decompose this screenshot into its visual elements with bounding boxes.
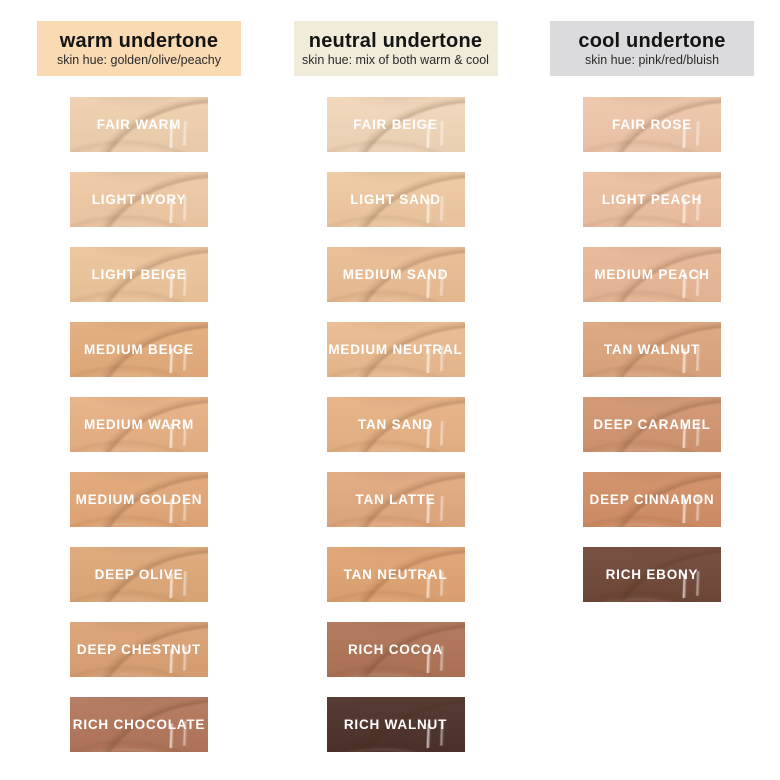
column-cool-undertone: cool undertone skin hue: pink/red/bluish… (550, 21, 754, 780)
swatch-deep-olive: DEEP OLIVE (70, 547, 208, 602)
swatch-deep-cinnamon: DEEP CINNAMON (583, 472, 721, 527)
shade-label: LIGHT IVORY (91, 192, 187, 207)
shade-label: DEEP CARAMEL (593, 417, 711, 432)
shade-label: FAIR BEIGE (353, 117, 438, 132)
swatch-medium-peach: MEDIUM PEACH (583, 247, 721, 302)
swatch-deep-caramel: DEEP CARAMEL (583, 397, 721, 452)
cool-undertone-subtitle: skin hue: pink/red/bluish (584, 52, 720, 67)
shade-label: TAN WALNUT (603, 342, 701, 357)
swatch-fair-warm: FAIR WARM (70, 97, 208, 152)
shade-label: MEDIUM BEIGE (83, 342, 195, 357)
warm-undertone-header: warm undertone skin hue: golden/olive/pe… (37, 21, 241, 76)
swatch-deep-chestnut: DEEP CHESTNUT (70, 622, 208, 677)
swatch-light-beige: LIGHT BEIGE (70, 247, 208, 302)
shade-label: DEEP CINNAMON (589, 492, 715, 507)
swatch-medium-warm: MEDIUM WARM (70, 397, 208, 452)
shade-label: LIGHT BEIGE (91, 267, 187, 282)
warm-undertone-title: warm undertone (59, 29, 219, 52)
swatch-tan-latte: TAN LATTE (326, 472, 465, 527)
column-neutral-undertone: neutral undertone skin hue: mix of both … (293, 21, 498, 780)
shade-label: MEDIUM GOLDEN (75, 492, 203, 507)
swatch-fair-rose: FAIR ROSE (583, 97, 721, 152)
shade-label: LIGHT PEACH (601, 192, 703, 207)
shade-label: RICH CHOCOLATE (72, 717, 206, 732)
swatch-rich-chocolate: RICH CHOCOLATE (70, 697, 208, 752)
shade-label: RICH COCOA (348, 642, 443, 657)
shade-label: DEEP OLIVE (94, 567, 184, 582)
swatch-light-peach: LIGHT PEACH (583, 172, 721, 227)
cool-undertone-header: cool undertone skin hue: pink/red/bluish (550, 21, 754, 76)
shade-label: TAN NEUTRAL (343, 567, 448, 582)
neutral-undertone-subtitle: skin hue: mix of both warm & cool (302, 52, 489, 67)
neutral-undertone-title: neutral undertone (308, 29, 483, 52)
shade-label: RICH EBONY (605, 567, 699, 582)
swatch-medium-golden: MEDIUM GOLDEN (70, 472, 208, 527)
cool-undertone-title: cool undertone (578, 29, 726, 52)
swatch-light-sand: LIGHT SAND (326, 172, 465, 227)
warm-undertone-subtitle: skin hue: golden/olive/peachy (56, 52, 221, 67)
shade-label: MEDIUM PEACH (594, 267, 710, 282)
swatch-medium-beige: MEDIUM BEIGE (70, 322, 208, 377)
shade-label: FAIR ROSE (612, 117, 692, 132)
neutral-undertone-header: neutral undertone skin hue: mix of both … (293, 21, 498, 76)
shade-label: MEDIUM WARM (83, 417, 195, 432)
swatch-fair-beige: FAIR BEIGE (326, 97, 465, 152)
swatch-rich-cocoa: RICH COCOA (326, 622, 465, 677)
column-warm-undertone: warm undertone skin hue: golden/olive/pe… (37, 21, 241, 780)
shade-label: TAN SAND (357, 417, 434, 432)
shade-label: RICH WALNUT (343, 717, 448, 732)
cool-swatch-list: FAIR ROSE LIGHT PEACH MEDIUM PEACH TAN W… (583, 97, 721, 602)
swatch-medium-sand: MEDIUM SAND (326, 247, 465, 302)
shade-label: MEDIUM NEUTRAL (328, 342, 463, 357)
shade-label: MEDIUM SAND (342, 267, 449, 282)
swatch-rich-ebony: RICH EBONY (583, 547, 721, 602)
swatch-tan-neutral: TAN NEUTRAL (326, 547, 465, 602)
shade-label: DEEP CHESTNUT (76, 642, 202, 657)
swatch-medium-neutral: MEDIUM NEUTRAL (326, 322, 465, 377)
shade-label: FAIR WARM (96, 117, 182, 132)
shade-label: TAN LATTE (355, 492, 436, 507)
shade-label: LIGHT SAND (350, 192, 441, 207)
neutral-swatch-list: FAIR BEIGE LIGHT SAND MEDIUM SAND MEDIUM… (326, 97, 465, 752)
swatch-rich-walnut: RICH WALNUT (326, 697, 465, 752)
swatch-tan-walnut: TAN WALNUT (583, 322, 721, 377)
swatch-light-ivory: LIGHT IVORY (70, 172, 208, 227)
warm-swatch-list: FAIR WARM LIGHT IVORY LIGHT BEIGE MEDIUM… (70, 97, 208, 752)
swatch-tan-sand: TAN SAND (326, 397, 465, 452)
